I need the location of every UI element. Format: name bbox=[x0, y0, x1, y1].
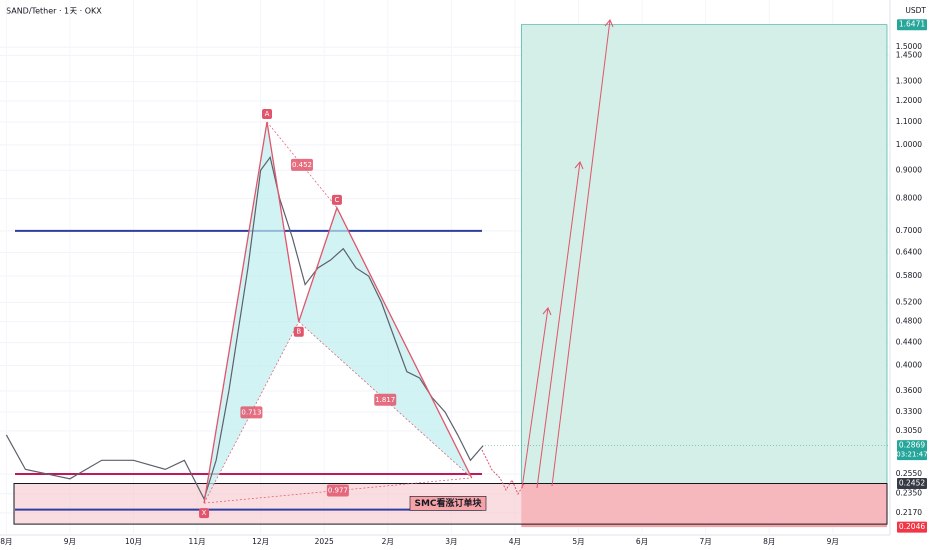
y-tick-label: 0.7000 bbox=[896, 226, 922, 235]
arrow-head bbox=[574, 161, 584, 170]
y-tick-label: 0.3600 bbox=[896, 386, 922, 395]
price-tag bbox=[897, 19, 927, 31]
pattern-point-label: X bbox=[202, 509, 207, 517]
y-tick-label: 1.2000 bbox=[896, 96, 922, 105]
y-tick-label: 0.5200 bbox=[896, 297, 922, 306]
currency: USDT bbox=[905, 6, 926, 15]
y-tick-label: 0.2550 bbox=[896, 469, 922, 478]
x-tick-label: 9月 bbox=[64, 537, 76, 546]
x-tick-label: 12月 bbox=[252, 537, 269, 546]
arrow-head bbox=[542, 307, 552, 316]
y-tick-label: 0.9000 bbox=[896, 165, 922, 174]
price-line bbox=[5, 155, 484, 501]
pattern-point-label: B bbox=[296, 328, 301, 336]
y-tick-label: 0.8000 bbox=[896, 194, 922, 203]
price-tag-label: 1.6471 bbox=[899, 20, 925, 29]
projection-arrow bbox=[521, 307, 549, 489]
pattern-point-label: A bbox=[265, 110, 270, 118]
ratio-label: 1.817 bbox=[375, 396, 395, 404]
y-tick-label: 0.4800 bbox=[896, 317, 922, 326]
x-tick-label: 2月 bbox=[382, 537, 394, 546]
ratio-badge bbox=[240, 406, 263, 419]
pattern-dash bbox=[266, 121, 338, 209]
pattern-point-label: C bbox=[334, 196, 339, 204]
ratio-label: 0.452 bbox=[292, 161, 312, 169]
price-tag bbox=[897, 440, 927, 461]
arrow-head bbox=[604, 19, 614, 28]
price-tag bbox=[897, 521, 927, 533]
y-tick-label: 0.2350 bbox=[896, 489, 922, 498]
price-tag-label: 0.2452 bbox=[899, 478, 925, 487]
x-tick-label: 10月 bbox=[125, 537, 142, 546]
projection-zigzag bbox=[481, 449, 525, 496]
x-tick-label: 8月 bbox=[0, 537, 12, 546]
order-block-label-bg bbox=[409, 496, 487, 511]
y-tick-label: 0.4000 bbox=[896, 361, 922, 370]
projection-arrow bbox=[551, 19, 611, 487]
y-tick-label: 1.5000 bbox=[896, 42, 922, 51]
order-block-label: SMC看涨订单块 bbox=[414, 497, 482, 509]
price-countdown: 03:21:47 bbox=[896, 451, 927, 459]
price-tag-label: 0.2046 bbox=[899, 522, 925, 531]
y-tick-label: 0.5800 bbox=[896, 271, 922, 280]
pattern-bcd bbox=[298, 207, 472, 478]
y-tick-label: 1.0000 bbox=[896, 140, 922, 149]
pattern-line bbox=[203, 121, 473, 504]
x-tick-label: 11月 bbox=[189, 537, 206, 546]
pattern-point-badge bbox=[293, 326, 304, 337]
x-tick-label: 8月 bbox=[763, 537, 775, 546]
pattern-dash bbox=[204, 477, 472, 504]
target-zone bbox=[520, 24, 888, 484]
projection-arrow bbox=[536, 161, 581, 489]
y-tick-label: 1.4500 bbox=[896, 50, 922, 59]
x-tick-label: 6月 bbox=[636, 537, 648, 546]
price-tag bbox=[897, 477, 927, 489]
x-tick-label: 3月 bbox=[445, 537, 457, 546]
x-tick-label: 7月 bbox=[700, 537, 712, 546]
x-tick-label: 4月 bbox=[509, 537, 521, 546]
ratio-badge bbox=[326, 484, 349, 497]
y-tick-label: 1.1000 bbox=[896, 117, 922, 126]
x-tick-label: 5月 bbox=[572, 537, 584, 546]
y-tick-label: 0.2170 bbox=[896, 508, 922, 517]
y-tick-label: 0.3050 bbox=[896, 426, 922, 435]
chart-title: SAND/Tether · 1天 · OKX bbox=[6, 7, 102, 16]
x-tick-label: 9月 bbox=[827, 537, 839, 546]
ratio-label: 0.977 bbox=[328, 487, 348, 495]
x-tick-label: 2025 bbox=[315, 537, 334, 546]
pattern-point-badge bbox=[262, 108, 272, 119]
pattern-point-badge bbox=[331, 194, 342, 205]
ratio-badge bbox=[374, 393, 397, 406]
pattern-point-badge bbox=[199, 508, 210, 519]
y-tick-label: 0.3300 bbox=[896, 407, 922, 416]
ratio-label: 0.713 bbox=[241, 408, 261, 416]
price-tag-label: 0.2869 bbox=[899, 441, 925, 450]
pattern-xab bbox=[204, 121, 299, 504]
ratio-badge bbox=[290, 158, 313, 171]
y-tick-label: 1.3000 bbox=[896, 77, 922, 86]
y-tick-label: 0.4400 bbox=[896, 338, 922, 347]
y-tick-label: 0.6400 bbox=[896, 247, 922, 256]
